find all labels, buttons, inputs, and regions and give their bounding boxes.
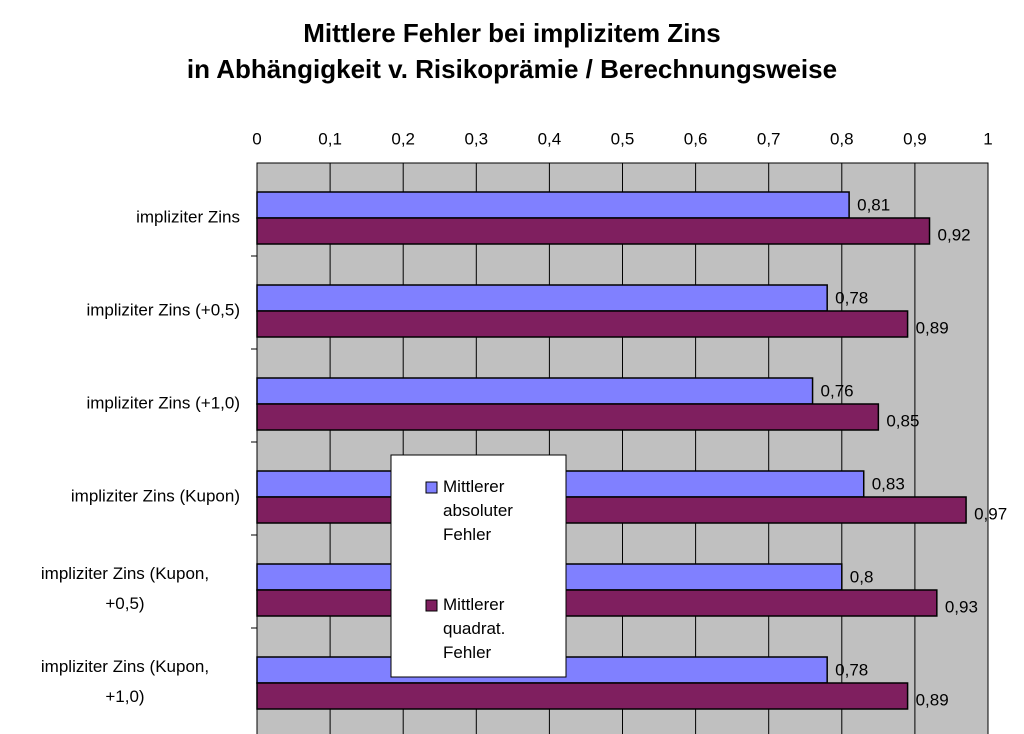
value-label: 0,89 (916, 690, 949, 709)
y-tick-label: impliziter Zins (+1,0) (86, 393, 240, 412)
x-tick-label: 0,7 (757, 129, 781, 148)
bar (256, 284, 828, 312)
legend-marker (425, 481, 438, 494)
value-label: 0,85 (886, 411, 919, 430)
y-tick-label: impliziter Zins (Kupon) (71, 486, 240, 505)
bar (256, 191, 850, 219)
value-label: 0,8 (850, 567, 874, 586)
value-label: 0,89 (916, 318, 949, 337)
legend-label: Mittlerer absoluter Fehler (443, 477, 513, 544)
value-label: 0,92 (938, 225, 971, 244)
value-label: 0,78 (835, 660, 868, 679)
x-tick-label: 0,5 (611, 129, 635, 148)
bar (256, 496, 967, 524)
chart-subtitle: in Abhängigkeit v. Risikoprämie / Berech… (187, 54, 837, 84)
x-tick-label: 0,8 (830, 129, 854, 148)
x-tick-label: 0,2 (391, 129, 415, 148)
y-tick-label: impliziter Zins (136, 207, 240, 226)
legend-label: Mittlerer quadrat. Fehler (443, 595, 505, 662)
value-label: 0,81 (857, 195, 890, 214)
value-label: 0,97 (974, 504, 1007, 523)
bar (256, 403, 880, 431)
chart-title: Mittlere Fehler bei implizitem Zins (303, 18, 721, 48)
bar (256, 682, 909, 710)
y-tick-label: impliziter Zins (Kupon, +1,0) (41, 657, 209, 706)
value-label: 0,83 (872, 474, 905, 493)
value-label: 0,78 (835, 288, 868, 307)
value-label: 0,76 (821, 381, 854, 400)
value-label: 0,93 (945, 597, 978, 616)
y-tick-label: impliziter Zins (Kupon, +0,5) (41, 564, 209, 613)
bar (256, 589, 938, 617)
x-tick-label: 0 (252, 129, 261, 148)
y-tick-label: impliziter Zins (+0,5) (86, 300, 240, 319)
x-tick-label: 0,4 (538, 129, 562, 148)
bar (256, 377, 814, 405)
bar (256, 217, 931, 245)
x-tick-label: 1 (983, 129, 992, 148)
x-tick-label: 0,6 (684, 129, 708, 148)
bar (256, 310, 909, 338)
legend-marker (425, 599, 438, 612)
legend (390, 454, 567, 678)
x-tick-label: 0,9 (903, 129, 927, 148)
x-tick-label: 0,1 (318, 129, 342, 148)
x-tick-label: 0,3 (464, 129, 488, 148)
